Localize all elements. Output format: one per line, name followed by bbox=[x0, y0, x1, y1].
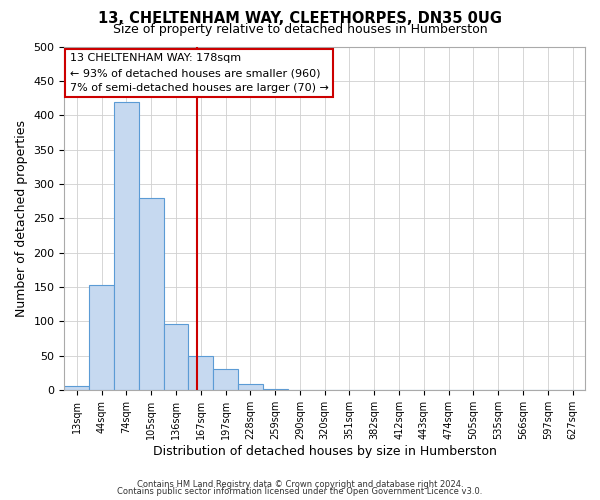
Text: Contains HM Land Registry data © Crown copyright and database right 2024.: Contains HM Land Registry data © Crown c… bbox=[137, 480, 463, 489]
X-axis label: Distribution of detached houses by size in Humberston: Distribution of detached houses by size … bbox=[153, 444, 497, 458]
Bar bbox=[213, 369, 238, 390]
Bar bbox=[238, 384, 263, 390]
Y-axis label: Number of detached properties: Number of detached properties bbox=[15, 120, 28, 316]
Bar bbox=[89, 286, 114, 390]
Text: 13 CHELTENHAM WAY: 178sqm
← 93% of detached houses are smaller (960)
7% of semi-: 13 CHELTENHAM WAY: 178sqm ← 93% of detac… bbox=[70, 54, 328, 93]
Bar bbox=[188, 356, 213, 390]
Text: Size of property relative to detached houses in Humberston: Size of property relative to detached ho… bbox=[113, 22, 487, 36]
Text: 13, CHELTENHAM WAY, CLEETHORPES, DN35 0UG: 13, CHELTENHAM WAY, CLEETHORPES, DN35 0U… bbox=[98, 11, 502, 26]
Bar bbox=[164, 324, 188, 390]
Bar bbox=[139, 198, 164, 390]
Bar bbox=[114, 102, 139, 390]
Text: Contains public sector information licensed under the Open Government Licence v3: Contains public sector information licen… bbox=[118, 487, 482, 496]
Bar bbox=[263, 389, 287, 390]
Bar bbox=[64, 386, 89, 390]
